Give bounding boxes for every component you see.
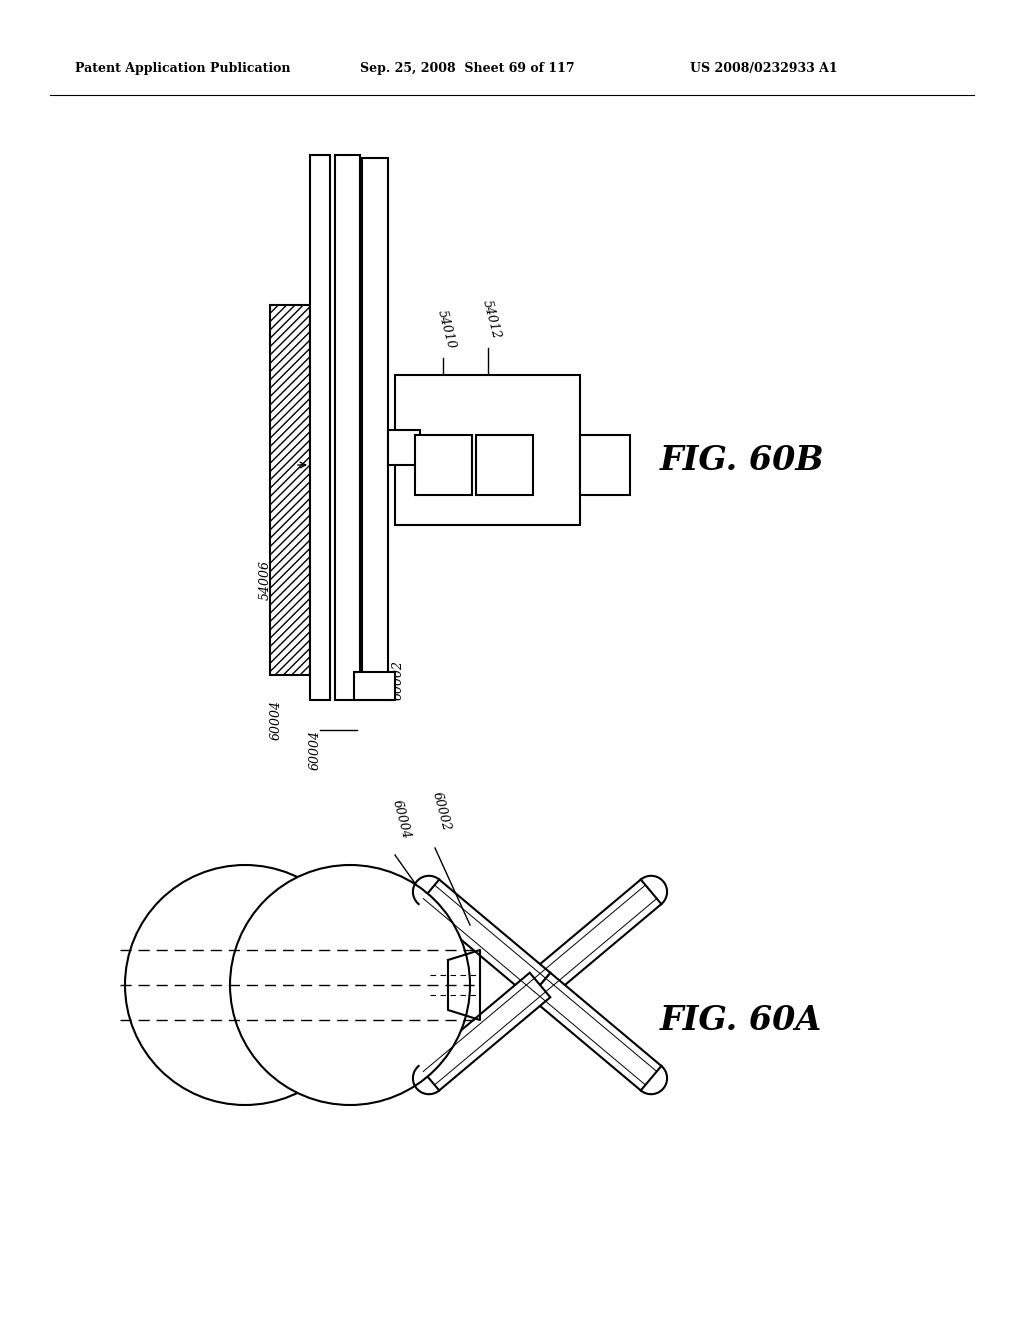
- Circle shape: [125, 865, 365, 1105]
- Bar: [476, 436, 534, 495]
- Text: 60004: 60004: [270, 700, 283, 741]
- Text: Patent Application Publication: Patent Application Publication: [75, 62, 291, 75]
- Bar: [335, 154, 360, 700]
- Text: US 2008/0232933 A1: US 2008/0232933 A1: [690, 62, 838, 75]
- Polygon shape: [529, 879, 662, 997]
- Text: 60004: 60004: [390, 799, 413, 840]
- Text: 60002: 60002: [392, 660, 406, 700]
- Text: 60002: 60002: [430, 789, 453, 832]
- Bar: [580, 436, 630, 495]
- Bar: [354, 672, 395, 700]
- Text: FIG. 60A: FIG. 60A: [660, 1003, 822, 1036]
- Polygon shape: [529, 973, 662, 1090]
- Polygon shape: [419, 973, 550, 1090]
- Text: FIG. 60B: FIG. 60B: [660, 444, 824, 477]
- Text: Sep. 25, 2008  Sheet 69 of 117: Sep. 25, 2008 Sheet 69 of 117: [360, 62, 574, 75]
- Text: 60004: 60004: [308, 730, 322, 770]
- Polygon shape: [419, 879, 550, 997]
- Text: 54010: 54010: [435, 308, 458, 350]
- Text: 54012: 54012: [480, 298, 503, 341]
- Bar: [362, 158, 388, 700]
- Bar: [395, 375, 580, 525]
- Bar: [388, 430, 420, 465]
- Bar: [415, 436, 472, 495]
- Text: 54006: 54006: [258, 560, 271, 601]
- Bar: [310, 154, 330, 700]
- Bar: [270, 305, 310, 675]
- Circle shape: [230, 865, 470, 1105]
